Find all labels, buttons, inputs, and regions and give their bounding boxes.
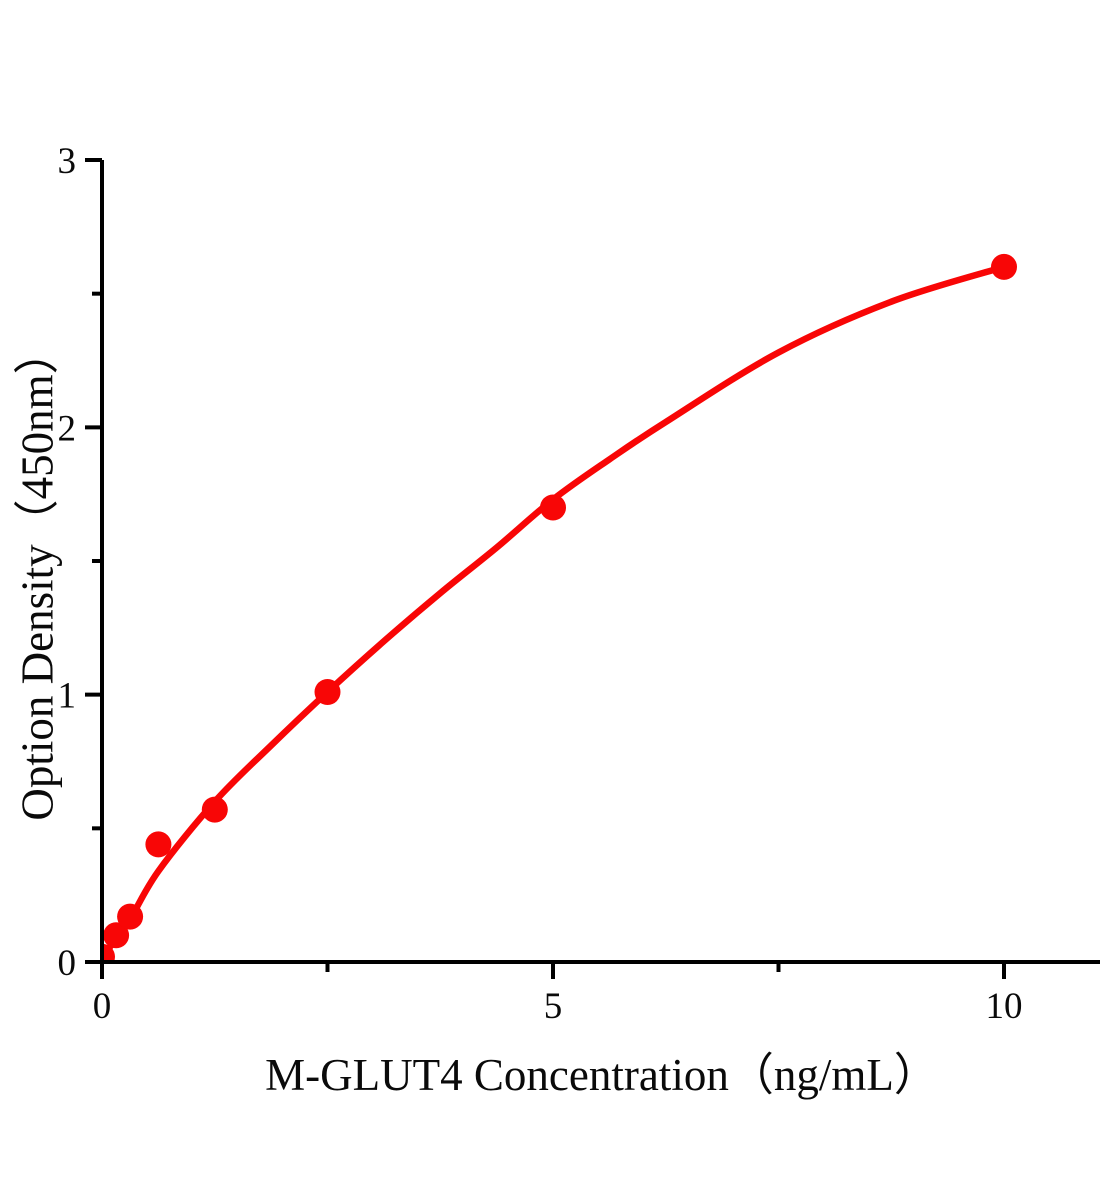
data-point: [991, 253, 1017, 280]
x-tick-label: 0: [93, 986, 112, 1027]
series-layer: [102, 253, 1017, 963]
data-point: [102, 943, 115, 963]
y-axis-label: Option Density（450nm）: [12, 329, 63, 821]
y-tick-label: 2: [58, 408, 77, 449]
data-point: [314, 679, 341, 705]
y-tick-label: 3: [58, 141, 77, 182]
y-tick-label: 0: [58, 943, 77, 984]
data-point: [145, 831, 172, 858]
data-point: [103, 922, 130, 949]
data-point: [117, 903, 144, 930]
x-axis-label: M-GLUT4 Concentration（ng/mL）: [265, 1050, 939, 1100]
data-point: [201, 796, 228, 823]
x-tick-label: 5: [544, 986, 563, 1027]
fit-curve-line: [102, 263, 1008, 963]
tick-labels: 0 5 10 0 1 2 3: [58, 141, 1023, 1027]
y-tick-label: 1: [58, 676, 77, 717]
x-tick-label: 10: [986, 986, 1023, 1027]
axes: [85, 158, 1100, 979]
data-point: [540, 494, 566, 521]
